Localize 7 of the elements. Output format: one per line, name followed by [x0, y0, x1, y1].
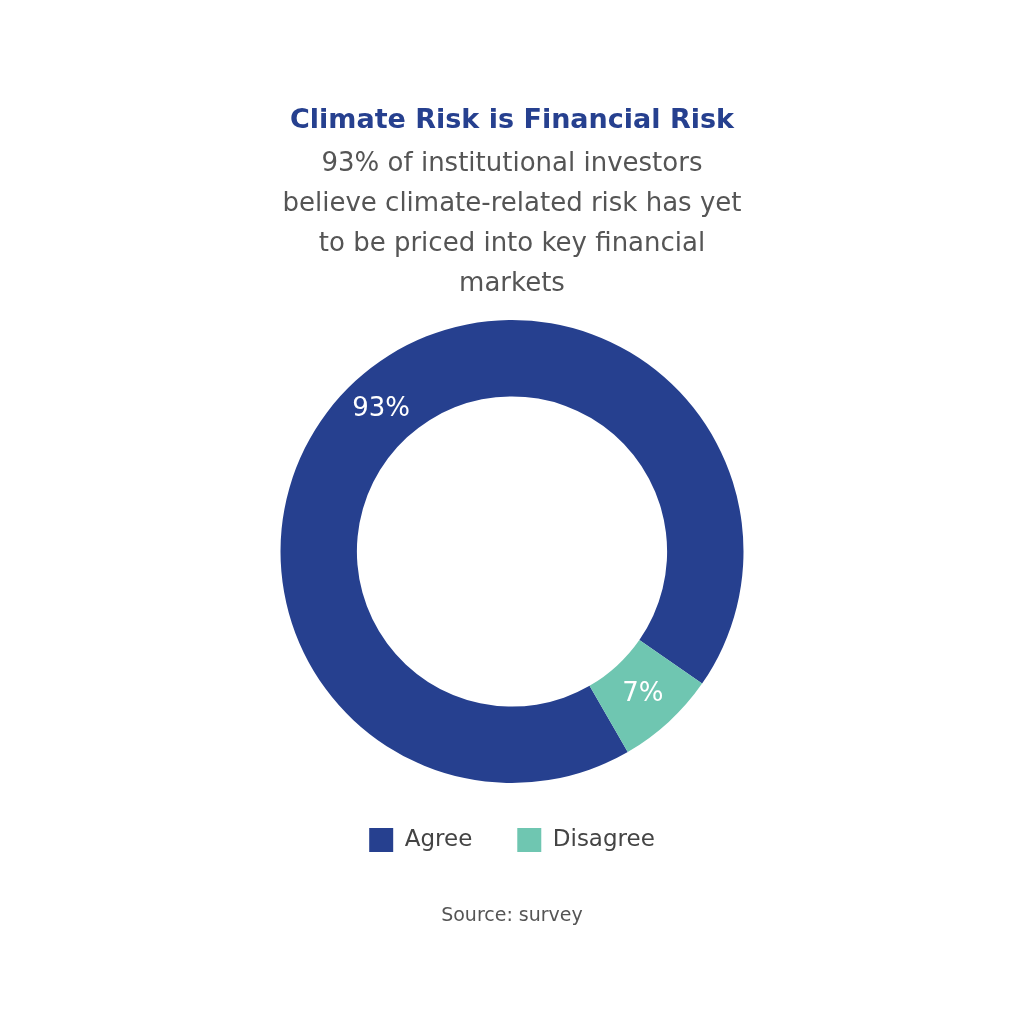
- source-note: Source: survey: [440, 903, 584, 925]
- chart-title: Climate Risk is Financial Risk: [288, 103, 736, 134]
- legend-label: Disagree: [552, 824, 655, 851]
- data-label: 93%: [352, 391, 411, 422]
- chart-subtitle: 93% of institutional investors believe climate-related risk has yet to be priced into key financial markets: [282, 146, 742, 299]
- data-label: 7%: [622, 676, 664, 707]
- legend-label: Agree: [404, 824, 473, 851]
